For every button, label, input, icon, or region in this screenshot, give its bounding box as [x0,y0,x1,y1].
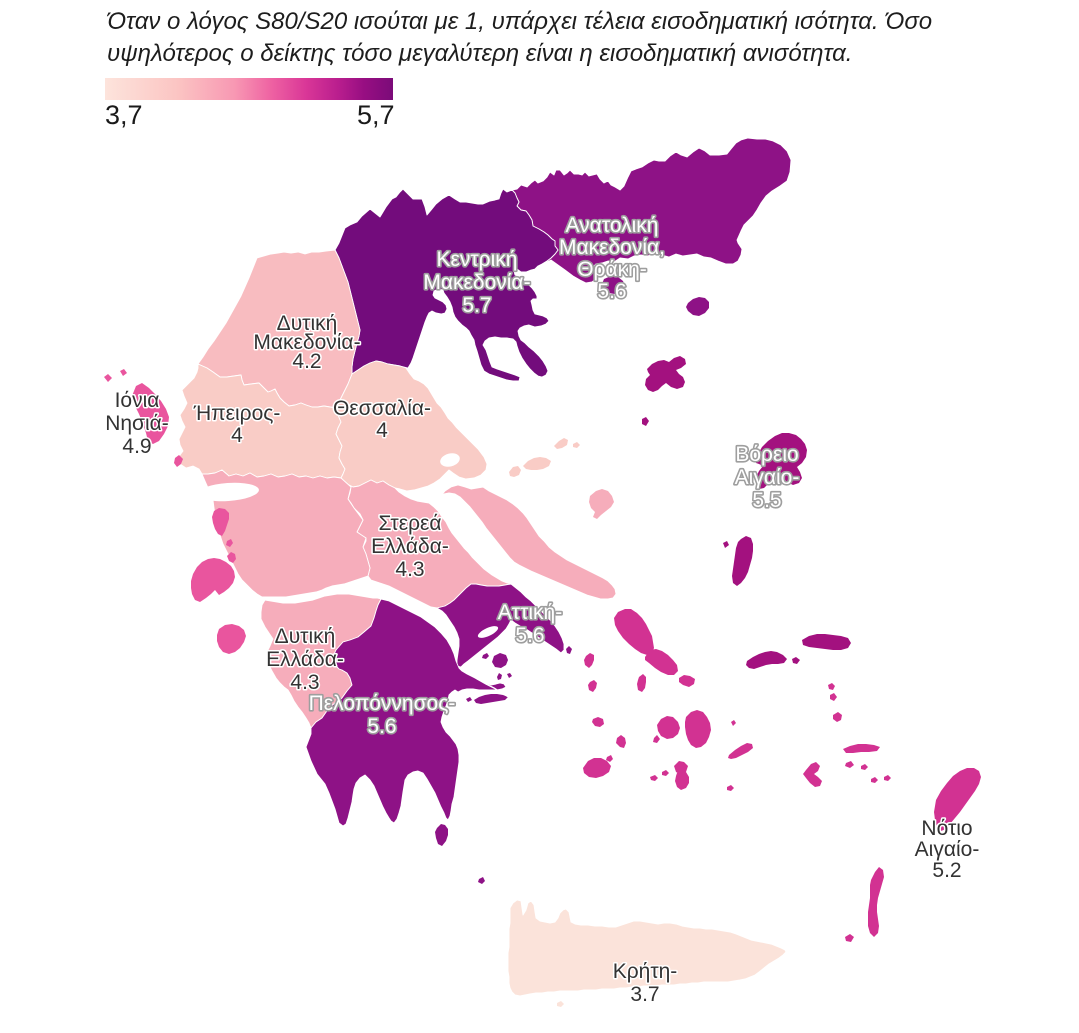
svg-text:Αττική-5.6: Αττική-5.6 [498,601,562,647]
svg-text:Πελοπόννησος-5.6: Πελοπόννησος-5.6 [309,692,456,738]
svg-text:Κρήτη-3.7: Κρήτη-3.7 [613,960,678,1006]
svg-text:Ήπειρος-4: Ήπειρος-4 [193,402,281,447]
svg-text:Θεσσαλία-4: Θεσσαλία-4 [333,397,431,442]
